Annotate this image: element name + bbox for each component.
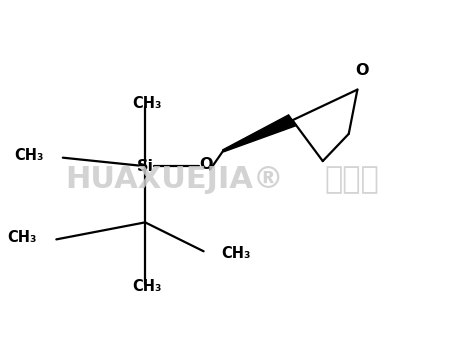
Polygon shape (223, 115, 296, 152)
Text: CH₃: CH₃ (132, 97, 162, 111)
Text: O: O (199, 157, 212, 172)
Text: CH₃: CH₃ (14, 148, 44, 163)
Text: CH₃: CH₃ (221, 246, 251, 261)
Text: Si: Si (136, 159, 154, 174)
Text: 化学加: 化学加 (325, 165, 380, 194)
Text: CH₃: CH₃ (132, 279, 162, 294)
Text: O: O (355, 63, 369, 78)
Text: HUAXUEJIA®: HUAXUEJIA® (65, 165, 284, 194)
Text: CH₃: CH₃ (8, 230, 37, 245)
